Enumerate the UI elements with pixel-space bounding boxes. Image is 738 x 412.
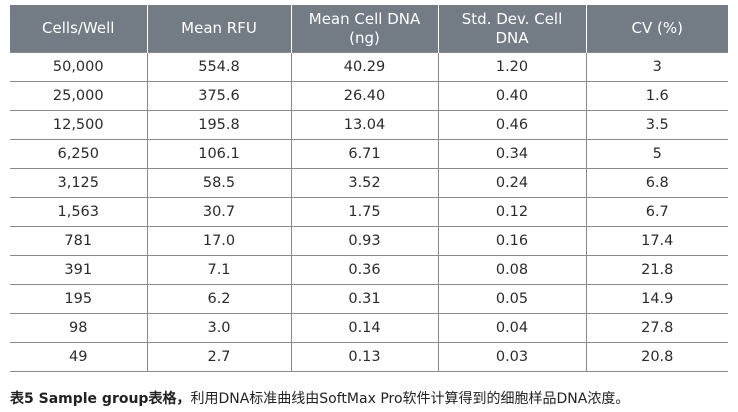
- cell-mean-rfu: 106.1: [146, 139, 291, 169]
- cell-mean-rfu: 58.5: [146, 168, 291, 198]
- dna-concentration-table: Cells/Well Mean RFU Mean Cell DNA (ng) St…: [10, 5, 728, 372]
- cell-mean-rfu: 554.8: [146, 52, 291, 82]
- cell-std-dev-cell-dna: 0.04: [437, 313, 586, 343]
- header-row: Cells/Well Mean RFU Mean Cell DNA (ng) St…: [10, 5, 728, 53]
- cell-std-dev-cell-dna: 1.20: [437, 52, 586, 82]
- cell-mean-cell-dna: 40.29: [290, 52, 438, 82]
- cell-mean-rfu: 17.0: [146, 226, 291, 256]
- cell-mean-cell-dna: 0.36: [290, 255, 438, 285]
- table-header: Cells/Well Mean RFU Mean Cell DNA (ng) St…: [10, 5, 728, 53]
- cell-cv-percent: 27.8: [585, 313, 728, 343]
- cell-cells-per-well: 12,500: [10, 110, 147, 140]
- cell-std-dev-cell-dna: 0.34: [437, 139, 586, 169]
- table-row: 25,000 375.6 26.40 0.40 1.6: [10, 81, 728, 111]
- cell-mean-rfu: 195.8: [146, 110, 291, 140]
- cell-std-dev-cell-dna: 0.05: [437, 284, 586, 314]
- cell-cells-per-well: 25,000: [10, 81, 147, 111]
- cell-mean-cell-dna: 26.40: [290, 81, 438, 111]
- cell-cells-per-well: 6,250: [10, 139, 147, 169]
- table-row: 50,000 554.8 40.29 1.20 3: [10, 52, 728, 82]
- table-row: 12,500 195.8 13.04 0.46 3.5: [10, 110, 728, 140]
- table-row: 781 17.0 0.93 0.16 17.4: [10, 226, 728, 256]
- caption-label: 表5 Sample group表格，: [10, 391, 191, 407]
- table-row: 195 6.2 0.31 0.05 14.9: [10, 284, 728, 314]
- cell-cv-percent: 5: [585, 139, 728, 169]
- cell-mean-rfu: 30.7: [146, 197, 291, 227]
- data-table-container: Cells/Well Mean RFU Mean Cell DNA (ng) St…: [10, 5, 728, 372]
- table-row: 6,250 106.1 6.71 0.34 5: [10, 139, 728, 169]
- cell-mean-rfu: 375.6: [146, 81, 291, 111]
- header-mean-rfu: Mean RFU: [146, 5, 292, 53]
- cell-cv-percent: 6.7: [585, 197, 728, 227]
- cell-cells-per-well: 781: [10, 226, 147, 256]
- cell-cv-percent: 21.8: [585, 255, 728, 285]
- cell-std-dev-cell-dna: 0.40: [437, 81, 586, 111]
- table-row: 3,125 58.5 3.52 0.24 6.8: [10, 168, 728, 198]
- table-row: 1,563 30.7 1.75 0.12 6.7: [10, 197, 728, 227]
- cell-mean-cell-dna: 13.04: [290, 110, 438, 140]
- cell-cells-per-well: 49: [10, 342, 147, 372]
- cell-cells-per-well: 98: [10, 313, 147, 343]
- cell-cells-per-well: 3,125: [10, 168, 147, 198]
- table-row: 391 7.1 0.36 0.08 21.8: [10, 255, 728, 285]
- cell-mean-rfu: 2.7: [146, 342, 291, 372]
- cell-std-dev-cell-dna: 0.46: [437, 110, 586, 140]
- cell-mean-cell-dna: 0.13: [290, 342, 438, 372]
- cell-cells-per-well: 391: [10, 255, 147, 285]
- cell-cells-per-well: 1,563: [10, 197, 147, 227]
- cell-cv-percent: 3.5: [585, 110, 728, 140]
- cell-cv-percent: 6.8: [585, 168, 728, 198]
- cell-mean-cell-dna: 0.93: [290, 226, 438, 256]
- cell-cv-percent: 1.6: [585, 81, 728, 111]
- cell-std-dev-cell-dna: 0.16: [437, 226, 586, 256]
- table-row: 49 2.7 0.13 0.03 20.8: [10, 342, 728, 372]
- cell-mean-rfu: 6.2: [146, 284, 291, 314]
- cell-mean-cell-dna: 6.71: [290, 139, 438, 169]
- table-body: 50,000 554.8 40.29 1.20 3 25,000 375.6 26.40 0.4…: [10, 52, 728, 372]
- cell-cells-per-well: 195: [10, 284, 147, 314]
- cell-cells-per-well: 50,000: [10, 52, 147, 82]
- cell-cv-percent: 17.4: [585, 226, 728, 256]
- cell-cv-percent: 14.9: [585, 284, 728, 314]
- header-std-dev-cell-dna: Std. Dev. Cell DNA: [437, 5, 587, 53]
- cell-std-dev-cell-dna: 0.12: [437, 197, 586, 227]
- cell-cv-percent: 3: [585, 52, 728, 82]
- cell-mean-rfu: 7.1: [146, 255, 291, 285]
- header-cells-per-well: Cells/Well: [10, 5, 148, 53]
- header-cv-percent: CV (%): [585, 5, 728, 53]
- cell-std-dev-cell-dna: 0.03: [437, 342, 586, 372]
- cell-mean-rfu: 3.0: [146, 313, 291, 343]
- table-row: 98 3.0 0.14 0.04 27.8: [10, 313, 728, 343]
- cell-std-dev-cell-dna: 0.08: [437, 255, 586, 285]
- cell-cv-percent: 20.8: [585, 342, 728, 372]
- cell-mean-cell-dna: 1.75: [290, 197, 438, 227]
- cell-mean-cell-dna: 3.52: [290, 168, 438, 198]
- cell-std-dev-cell-dna: 0.24: [437, 168, 586, 198]
- header-mean-cell-dna: Mean Cell DNA (ng): [290, 5, 439, 53]
- caption-text: 利用DNA标准曲线由SoftMax Pro软件计算得到的细胞样品DNA浓度。: [190, 391, 630, 407]
- table-caption: 表5 Sample group表格，利用DNA标准曲线由SoftMax Pro软…: [10, 388, 629, 408]
- cell-mean-cell-dna: 0.14: [290, 313, 438, 343]
- cell-mean-cell-dna: 0.31: [290, 284, 438, 314]
